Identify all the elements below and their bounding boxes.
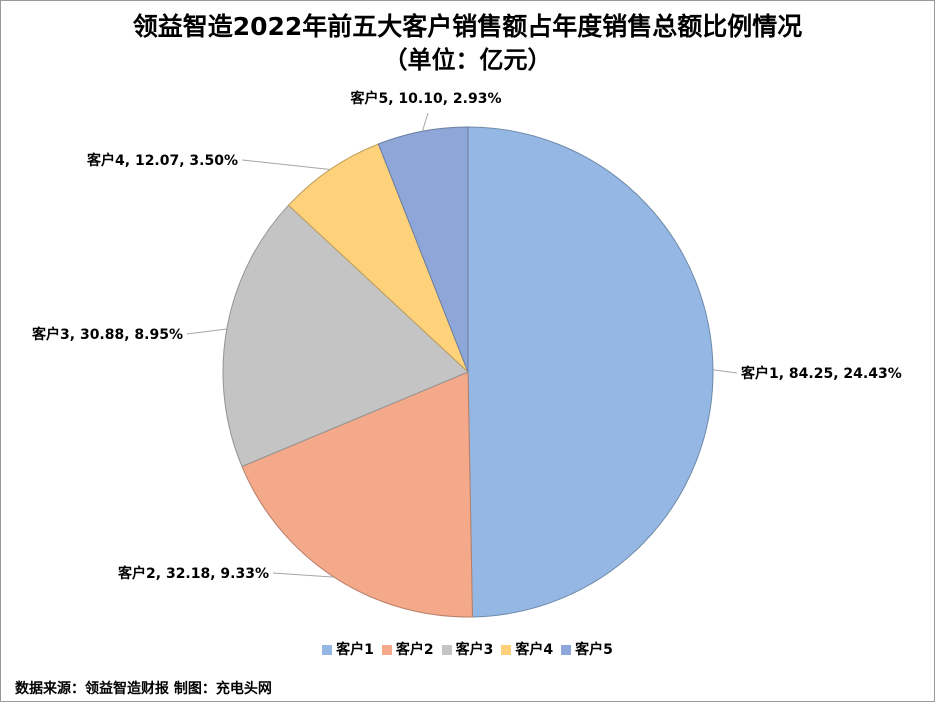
leader-line-3 bbox=[186, 328, 227, 335]
pie-slice-1[interactable] bbox=[467, 126, 714, 618]
data-label-4: 客户4, 12.07, 3.50% bbox=[86, 152, 238, 169]
leader-line-1 bbox=[712, 369, 738, 374]
legend-item-2[interactable]: 客户2 bbox=[381, 640, 434, 660]
data-label-1: 客户1, 84.25, 24.43% bbox=[740, 365, 902, 382]
pie-slices bbox=[222, 126, 714, 618]
legend-item-1[interactable]: 客户1 bbox=[322, 640, 374, 660]
legend-item-3[interactable]: 客户3 bbox=[441, 640, 494, 660]
legend-swatch-1 bbox=[322, 645, 333, 655]
data-labels: 客户1, 84.25, 24.43% 客户2, 32.18, 9.33% 客户3, … bbox=[31, 90, 902, 582]
leader-lines bbox=[186, 112, 738, 578]
pie-slice-4[interactable] bbox=[287, 143, 469, 373]
legend-label-2: 客户2 bbox=[395, 642, 434, 658]
legend-label-4: 客户4 bbox=[515, 642, 554, 658]
legend-item-5[interactable]: 客户5 bbox=[561, 640, 613, 660]
chart-title: 领益智造2022年前五大客户销售额占年度销售总额比例情况 bbox=[132, 12, 803, 41]
data-label-2: 客户2, 32.18, 9.33% bbox=[117, 565, 269, 582]
leader-line-4 bbox=[241, 159, 331, 171]
legend-label-1: 客户1 bbox=[336, 642, 374, 658]
legend-swatch-4 bbox=[501, 645, 512, 655]
legend-swatch-5 bbox=[561, 645, 572, 655]
leader-line-5 bbox=[421, 112, 429, 132]
legend-swatch-2 bbox=[381, 645, 392, 655]
legend: 客户1 客户2 客户3 客户4 客户5 bbox=[1, 640, 934, 660]
data-label-3: 客户3, 30.88, 8.95% bbox=[31, 326, 183, 343]
chart-subtitle: （单位：亿元） bbox=[383, 46, 552, 74]
source-note: 数据来源：领益智造财报 制图：充电头网 bbox=[15, 681, 272, 697]
pie-slice-2[interactable] bbox=[241, 371, 473, 618]
data-label-5: 客户5, 10.10, 2.93% bbox=[350, 90, 502, 107]
legend-item-4[interactable]: 客户4 bbox=[501, 640, 553, 660]
legend-label-3: 客户3 bbox=[455, 642, 494, 658]
legend-label-5: 客户5 bbox=[575, 642, 613, 658]
leader-line-2 bbox=[272, 572, 335, 578]
legend-swatch-3 bbox=[441, 645, 452, 655]
